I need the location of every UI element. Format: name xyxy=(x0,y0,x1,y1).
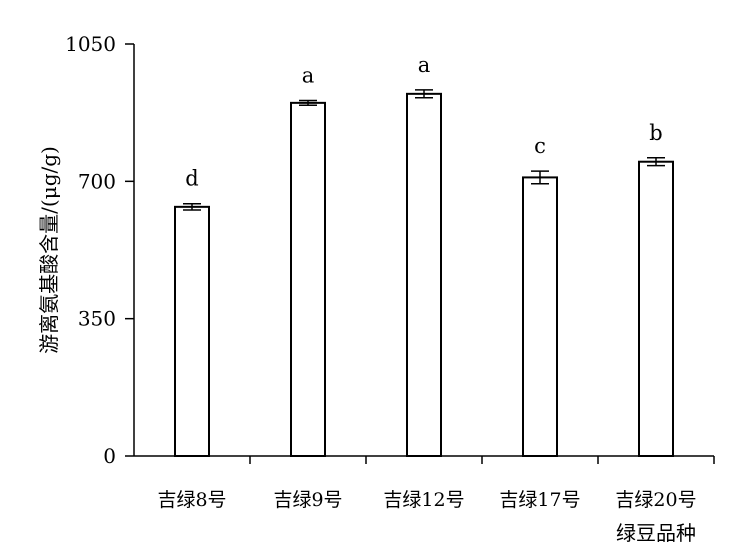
y-tick-label: 1050 xyxy=(65,32,116,56)
bar xyxy=(638,160,674,457)
labels: d a a c b xyxy=(185,53,662,191)
bar xyxy=(290,101,326,457)
bar xyxy=(174,205,210,457)
significance-label: b xyxy=(649,121,662,145)
significance-label: a xyxy=(418,53,431,77)
bar xyxy=(522,176,558,458)
significance-label: c xyxy=(534,134,546,158)
x-axis: 吉绿8号 吉绿9号 吉绿12号 吉绿17号 吉绿20号 xyxy=(134,455,715,511)
significance-label: d xyxy=(185,167,198,191)
x-tick-label: 吉绿17号 xyxy=(499,489,580,511)
x-tick-label: 吉绿20号 xyxy=(615,489,696,511)
y-axis: 0 350 700 1050 xyxy=(65,32,135,468)
y-tick-label: 350 xyxy=(78,307,116,331)
x-tick-label: 吉绿8号 xyxy=(157,489,226,511)
significance-label: a xyxy=(302,64,315,88)
y-tick-label: 0 xyxy=(103,444,116,468)
x-axis-title: 绿豆品种 xyxy=(616,521,696,545)
y-axis-title: 游离氨基酸含量/(μg/g) xyxy=(37,146,61,354)
x-tick-label: 吉绿12号 xyxy=(383,489,464,511)
bar xyxy=(406,92,442,458)
bars xyxy=(174,89,674,458)
y-tick-label: 700 xyxy=(78,169,116,193)
x-tick-label: 吉绿9号 xyxy=(273,489,342,511)
